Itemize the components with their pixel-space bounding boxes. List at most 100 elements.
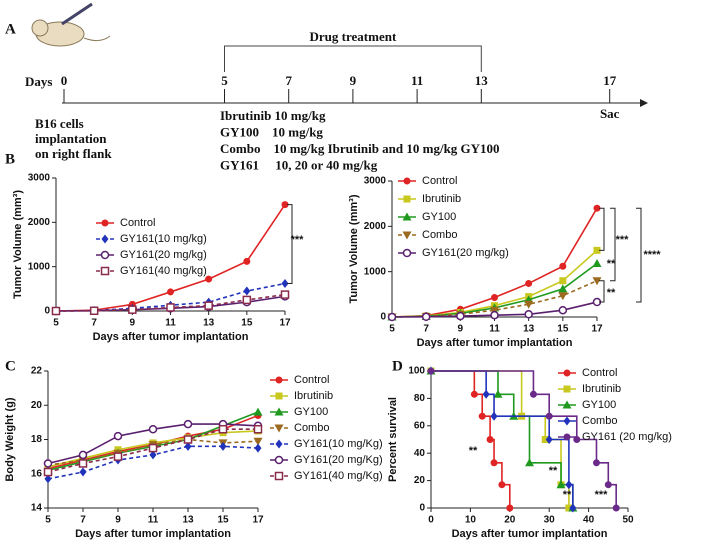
marker [593,246,601,254]
marker [274,455,284,465]
marker [274,471,284,481]
annotation: *** [616,234,630,246]
marker [559,277,567,285]
marker [593,204,601,212]
days-label: Days [25,74,52,89]
y-tick-label: 1000 [364,266,387,277]
marker [486,436,494,443]
x-tick-label: 7 [80,515,86,526]
y-tick-label: 80 [414,393,426,404]
marker [167,288,174,296]
marker [253,407,263,416]
x-tick-label: 13 [182,515,194,526]
marker [498,481,506,489]
y-axis-label: Tumor Volume (mm³) [348,194,360,303]
marker [183,419,193,429]
marker [100,266,110,276]
marker [558,305,568,315]
x-tick-label: 20 [504,515,516,526]
marker [563,369,571,377]
legend-label: Control [120,217,155,229]
y-tick-label: 0 [380,312,386,323]
legend-label: GY161(20 mg/kg) [422,247,509,259]
marker [204,301,213,310]
marker [78,450,88,460]
legend-label: GY161(40 mg/Kg) [294,470,383,482]
marker [427,367,435,375]
significance-bracket [610,207,616,282]
legend-label: GY161(10 mg/kg) [120,233,207,245]
legend-label: Combo [422,229,457,241]
panel-letter: A [5,21,16,37]
marker [525,279,533,287]
treatment-bracket [224,45,482,72]
marker [43,467,53,477]
day-label: 17 [603,73,617,88]
y-tick-label: 2000 [364,221,387,232]
marker [524,310,533,319]
x-tick-label: 15 [241,318,253,329]
marker [280,290,290,299]
panel-letter: D [392,358,403,374]
legend-label: Control [294,374,329,386]
marker [470,390,478,398]
marker [490,459,498,467]
legend-label: GY100 [582,399,616,411]
marker [558,284,568,293]
day-label: 0 [61,73,68,88]
marker [101,234,109,244]
day-label: 7 [285,73,292,88]
marker [592,459,600,467]
day-label: 11 [411,73,423,88]
marker [219,441,227,451]
marker [403,177,411,185]
sac-label: Sac [600,106,620,121]
y-axis-label: Tumor Volume (mm³) [12,190,24,299]
marker [275,439,283,449]
marker [565,504,573,512]
implant-text: implantation [35,131,107,146]
x-tick-label: 9 [458,324,464,335]
legend-label: GY161(20 mg/Kg) [294,454,383,466]
marker [558,292,568,301]
y-tick-label: 100 [408,366,425,377]
y-tick-label: 20 [31,400,43,411]
x-tick-label: 17 [252,515,264,526]
x-tick-label: 5 [45,515,51,526]
marker [490,411,498,421]
x-tick-label: 50 [622,515,634,526]
significance-bracket [287,204,293,285]
marker [242,295,252,305]
marker [149,450,157,460]
marker [254,443,262,453]
marker [493,389,503,398]
marker [563,433,571,441]
x-tick-label: 5 [53,318,59,329]
x-tick-label: 17 [279,318,291,329]
marker [506,504,514,512]
implant-text: B16 cells [35,116,84,131]
marker [44,474,52,484]
marker [89,306,99,316]
marker [166,303,175,312]
annotation: ** [607,287,616,299]
marker [565,480,573,490]
marker [148,424,158,434]
marker [491,294,498,302]
mouse-icon [31,2,111,47]
day-label: 13 [475,73,489,88]
y-tick-label: 16 [31,468,43,479]
legend-label: Ibrutinib [582,383,621,395]
marker [51,306,61,316]
treatment-text: Ibrutinib 10 mg/kg [220,108,326,123]
x-tick-label: 5 [389,324,395,335]
day-label: 5 [221,73,228,88]
y-tick-label: 20 [414,475,426,486]
marker [556,480,566,489]
annotation: ** [607,258,616,270]
y-tick-label: 0 [44,306,50,317]
x-tick-label: 40 [583,515,595,526]
treatment-text: GY100 10 mg/kg [220,124,323,139]
marker [482,389,490,399]
